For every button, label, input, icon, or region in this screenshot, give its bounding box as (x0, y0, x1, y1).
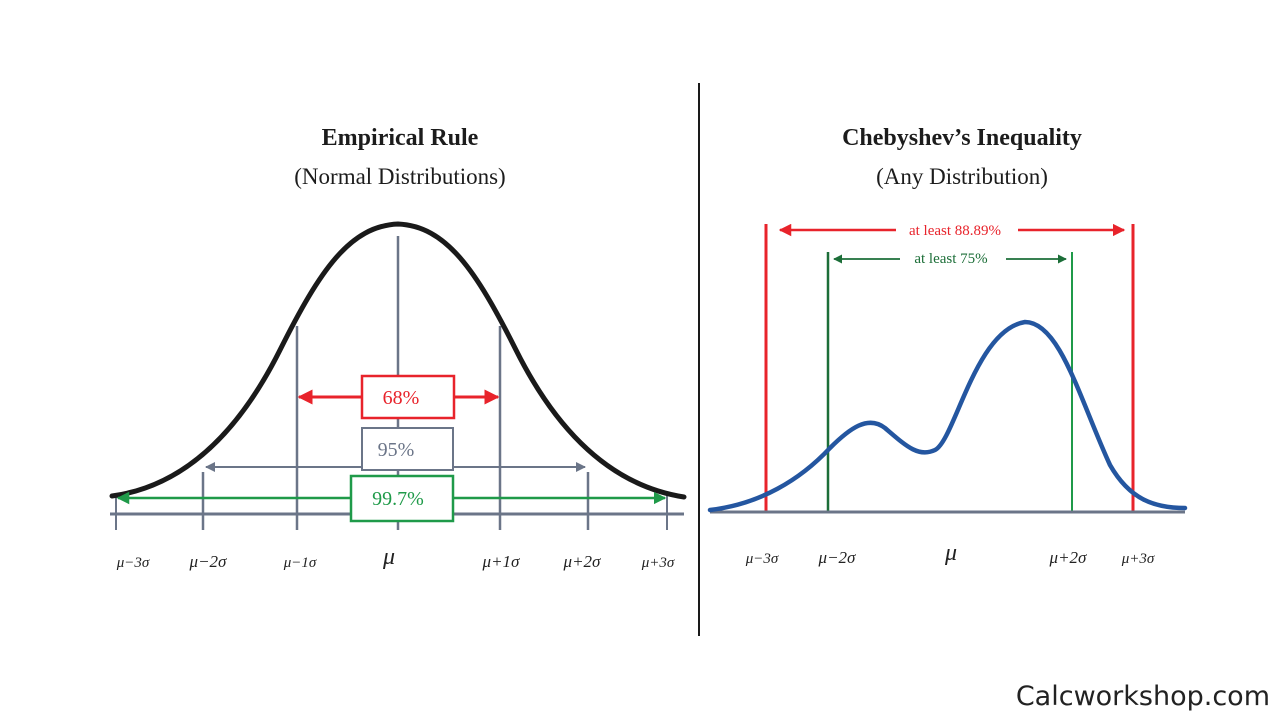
interval-68-box (360, 374, 456, 420)
tick-label: μ+1σ (482, 552, 521, 571)
chebyshev-panel: Chebyshev’s Inequality (Any Distribution… (707, 125, 1188, 567)
interval-95-box (361, 427, 454, 471)
watermark: Calcworkshop.com (1015, 681, 1270, 712)
tick-label: μ+3σ (641, 555, 675, 571)
tick-label: μ (382, 544, 395, 570)
chebyshev-title: Chebyshev’s Inequality (842, 125, 1082, 151)
chebyshev-subtitle: (Any Distribution) (876, 164, 1048, 189)
empirical-subtitle: (Normal Distributions) (294, 164, 505, 189)
tick-label: μ−2σ (189, 552, 228, 571)
tick-label: μ−2σ (818, 548, 857, 567)
tick-label: μ+2σ (1049, 548, 1088, 567)
tick-label: μ+3σ (1121, 551, 1155, 567)
tick-label: μ−3σ (116, 555, 150, 571)
tick-label: μ (944, 540, 957, 566)
interval-68-label: 68% (383, 387, 420, 409)
tick-label: μ−3σ (745, 551, 779, 567)
empirical-title: Empirical Rule (322, 125, 479, 151)
tick-label: μ+2σ (563, 552, 602, 571)
empirical-rule-panel: Empirical Rule (Normal Distributions) 68… (109, 125, 687, 571)
interval-99-7-label: 99.7% (372, 488, 424, 510)
bimodal-curve (707, 319, 1188, 513)
interval-75-label: at least 75% (914, 251, 987, 267)
interval-95-label: 95% (378, 439, 415, 461)
tick-label: μ−1σ (283, 555, 317, 571)
interval-88-89-label: at least 88.89% (909, 223, 1001, 239)
interval-99-7-box (349, 474, 455, 523)
normal-curve (109, 221, 687, 500)
